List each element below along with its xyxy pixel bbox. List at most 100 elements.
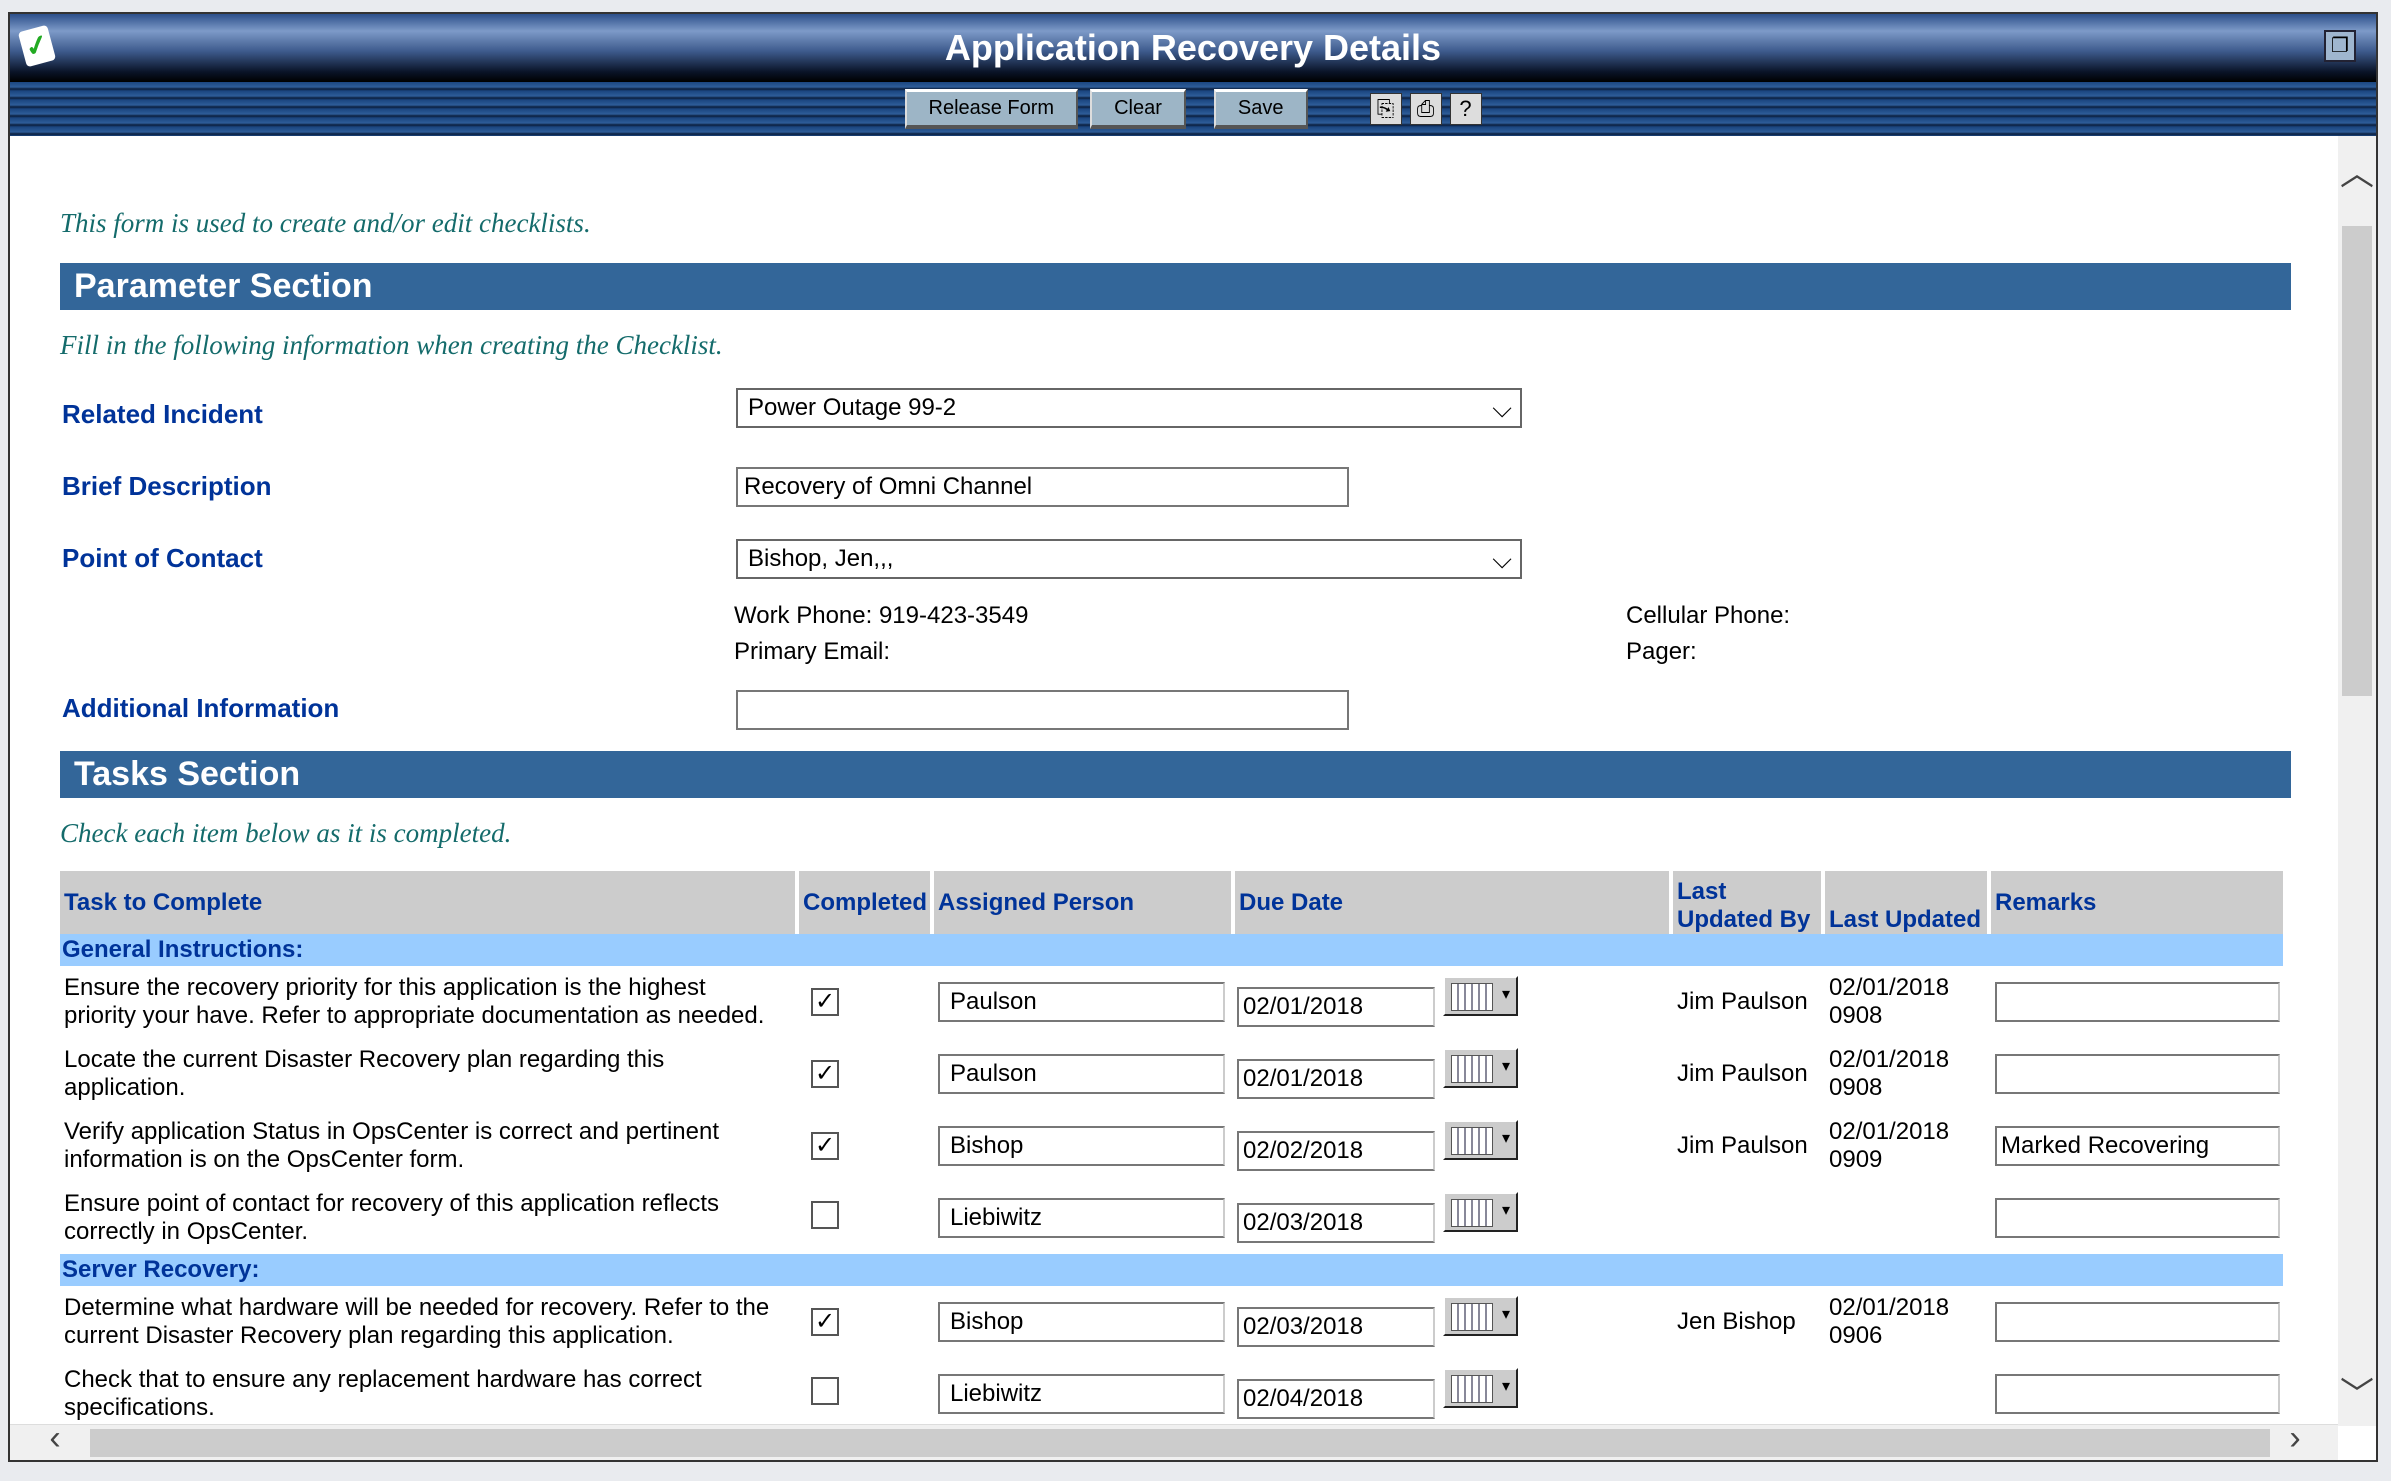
last-updated-by: [1673, 1182, 1821, 1254]
last-updated-by: Jim Paulson: [1677, 988, 1808, 1015]
task-text: Locate the current Disaster Recovery pla…: [64, 1046, 665, 1101]
tasks-table: Task to Complete Completed Assigned Person…: [56, 871, 2287, 1426]
horizontal-scroll-thumb[interactable]: [90, 1429, 2270, 1457]
completed-cell: ✓: [799, 1286, 930, 1358]
vertical-scrollbar[interactable]: ︿ ﹀: [2338, 136, 2376, 1426]
due-date-cell: 02/01/2018 ▾: [1235, 966, 1669, 1038]
task-text: Check that to ensure any replacement har…: [64, 1366, 702, 1421]
completed-checkbox[interactable]: [811, 1376, 839, 1405]
group-row: General Instructions:: [60, 934, 2283, 966]
due-date-input[interactable]: 02/01/2018: [1237, 987, 1435, 1027]
task-row: Determine what hardware will be needed f…: [60, 1286, 2283, 1358]
help-icon[interactable]: ?: [1449, 93, 1482, 125]
assigned-person-input[interactable]: Bishop: [938, 1126, 1225, 1166]
column-header-last-updated[interactable]: Last Updated: [1825, 871, 1987, 934]
print-icon[interactable]: ⎙: [1409, 93, 1442, 125]
column-header-assigned-person[interactable]: Assigned Person: [934, 871, 1231, 934]
calendar-icon[interactable]: ▾: [1443, 1368, 1518, 1408]
restore-icon[interactable]: ❐: [2324, 30, 2356, 62]
remarks-input[interactable]: [1995, 1054, 2280, 1094]
group-title: Server Recovery:: [60, 1254, 2283, 1286]
completed-cell: ✓: [799, 1038, 930, 1110]
column-header-task[interactable]: Task to Complete: [60, 871, 795, 934]
remarks-input[interactable]: [1995, 1302, 2280, 1342]
assigned-person-input[interactable]: Bishop: [938, 1302, 1225, 1342]
task-text: Verify application Status in OpsCenter i…: [64, 1118, 720, 1173]
due-date-input[interactable]: 02/04/2018: [1237, 1379, 1435, 1419]
additional-information-input[interactable]: [736, 690, 1349, 730]
title-bar: ✓ Application Recovery Details ❐: [10, 14, 2376, 82]
completed-checkbox[interactable]: [811, 1200, 839, 1229]
assigned-cell: Liebiwitz: [934, 1358, 1231, 1426]
clear-button[interactable]: Clear: [1090, 89, 1186, 129]
brief-description-label: Brief Description: [62, 471, 272, 501]
last-updated: 02/01/2018 0906: [1829, 1294, 1950, 1349]
remarks-input[interactable]: [1995, 1198, 2280, 1238]
last-updated-by: Jim Paulson: [1677, 1132, 1808, 1159]
calendar-icon[interactable]: ▾: [1443, 1296, 1518, 1336]
vertical-scroll-thumb[interactable]: [2342, 226, 2372, 696]
assigned-person-input[interactable]: Paulson: [938, 982, 1225, 1022]
calendar-icon[interactable]: ▾: [1443, 1192, 1518, 1232]
assigned-cell: Bishop: [934, 1286, 1231, 1358]
scroll-up-icon[interactable]: ︿: [2340, 155, 2374, 193]
completed-checkbox[interactable]: ✓: [811, 1308, 839, 1336]
assigned-person-input[interactable]: Liebiwitz: [938, 1198, 1225, 1238]
release-form-button[interactable]: Release Form: [904, 89, 1079, 129]
assigned-cell: Paulson: [934, 1038, 1231, 1110]
remarks-input[interactable]: [1995, 982, 2280, 1022]
assigned-cell: Liebiwitz: [934, 1182, 1231, 1254]
task-row: Ensure the recovery priority for this ap…: [60, 966, 2283, 1038]
group-title: General Instructions:: [60, 934, 2283, 966]
assigned-person-input[interactable]: Liebiwitz: [938, 1374, 1225, 1414]
due-date-input[interactable]: 02/03/2018: [1237, 1307, 1435, 1347]
due-date-input[interactable]: 02/02/2018: [1237, 1131, 1435, 1171]
completed-checkbox[interactable]: ✓: [811, 1132, 839, 1160]
additional-information-label: Additional Information: [62, 693, 340, 723]
column-header-completed[interactable]: Completed: [799, 871, 930, 934]
brief-description-input[interactable]: Recovery of Omni Channel: [736, 467, 1349, 507]
horizontal-scrollbar[interactable]: ‹ ›: [10, 1419, 2338, 1460]
remarks-cell: [1991, 1358, 2283, 1426]
task-text: Ensure the recovery priority for this ap…: [64, 974, 765, 1029]
column-header-last-updated-by[interactable]: Last Updated By: [1673, 871, 1821, 934]
intro-text: This form is used to create and/or edit …: [60, 208, 591, 238]
last-updated: [1825, 1358, 1987, 1426]
completed-checkbox[interactable]: ✓: [811, 1060, 839, 1088]
scroll-right-icon[interactable]: ›: [2289, 1419, 2301, 1457]
completed-checkbox[interactable]: ✓: [811, 988, 839, 1016]
column-header-remarks[interactable]: Remarks: [1991, 871, 2283, 934]
related-incident-value: Power Outage 99-2: [748, 394, 957, 421]
calendar-icon[interactable]: ▾: [1443, 976, 1518, 1016]
tasks-hint: Check each item below as it is completed…: [60, 818, 512, 848]
task-row: Check that to ensure any replacement har…: [60, 1358, 2283, 1426]
due-date-input[interactable]: 02/01/2018: [1237, 1059, 1435, 1099]
column-header-due-date[interactable]: Due Date: [1235, 871, 1669, 934]
due-date-input[interactable]: 02/03/2018: [1237, 1203, 1435, 1243]
calendar-icon[interactable]: ▾: [1443, 1048, 1518, 1088]
remarks-input[interactable]: [1995, 1374, 2280, 1414]
save-button[interactable]: Save: [1213, 89, 1308, 129]
scroll-left-icon[interactable]: ‹: [49, 1419, 61, 1457]
due-date-cell: 02/01/2018 ▾: [1235, 1038, 1669, 1110]
assigned-person-input[interactable]: Paulson: [938, 1054, 1225, 1094]
due-date-cell: 02/03/2018 ▾: [1235, 1286, 1669, 1358]
point-of-contact-select[interactable]: Bishop, Jen,,, ⌵: [736, 539, 1522, 579]
last-updated: 02/01/2018 0908: [1829, 1046, 1950, 1101]
completed-cell: ✓: [799, 1110, 930, 1182]
last-updated-by: Jen Bishop: [1677, 1308, 1796, 1335]
point-of-contact-value: Bishop, Jen,,,: [748, 545, 894, 572]
work-phone: Work Phone: 919-423-3549: [734, 602, 1029, 629]
remarks-input[interactable]: Marked Recovering: [1995, 1126, 2280, 1166]
due-date-cell: 02/02/2018 ▾: [1235, 1110, 1669, 1182]
remarks-cell: Marked Recovering: [1991, 1110, 2283, 1182]
form-content: This form is used to create and/or edit …: [10, 136, 2338, 1426]
calendar-icon[interactable]: ▾: [1443, 1120, 1518, 1160]
assigned-cell: Bishop: [934, 1110, 1231, 1182]
chevron-down-icon: ⌵: [1492, 544, 1512, 574]
pager: Pager:: [1626, 638, 1697, 665]
remarks-cell: [1991, 1286, 2283, 1358]
copy-icon[interactable]: ⎘: [1369, 93, 1402, 125]
scroll-down-icon[interactable]: ﹀: [2340, 1376, 2374, 1414]
related-incident-select[interactable]: Power Outage 99-2 ⌵: [736, 388, 1522, 428]
